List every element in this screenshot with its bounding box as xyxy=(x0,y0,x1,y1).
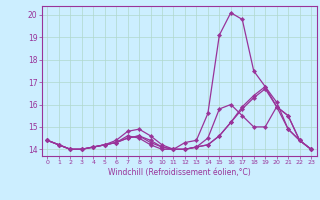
X-axis label: Windchill (Refroidissement éolien,°C): Windchill (Refroidissement éolien,°C) xyxy=(108,168,251,177)
